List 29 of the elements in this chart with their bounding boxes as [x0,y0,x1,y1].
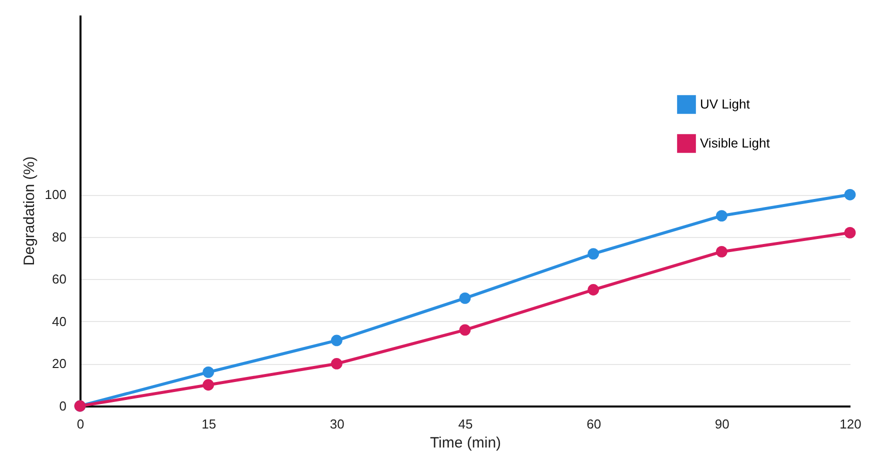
y-tick-label: 60 [52,272,66,287]
point [330,334,342,346]
x-tick-label: 120 [840,416,862,432]
y-tick-label: 20 [52,356,66,372]
y-tick-label: 100 [44,187,66,202]
point [844,188,856,200]
point [716,210,728,222]
y-tick-label: 80 [52,229,66,244]
y-tick-label: 40 [52,314,66,329]
point [202,379,214,391]
point [202,366,214,378]
x-tick-label: 45 [458,416,473,432]
point [459,292,471,304]
y-tick-label: 0 [59,398,66,414]
point [716,246,728,258]
point [844,227,856,238]
x-tick-label: 90 [714,416,730,432]
legend-label: Visible Light [700,136,770,150]
x-tick-label: 60 [586,416,602,432]
point [588,248,600,260]
y-axis-title: Degradation (%) [20,156,38,266]
x-tick-label: 15 [202,416,216,432]
point [459,324,471,336]
point [330,358,342,370]
point [588,284,600,296]
x-tick-label: 30 [330,416,344,432]
x-tick-label: 0 [76,416,84,432]
x-axis-title: Time (min) [430,434,502,452]
legend-label: UV Light [700,96,750,112]
